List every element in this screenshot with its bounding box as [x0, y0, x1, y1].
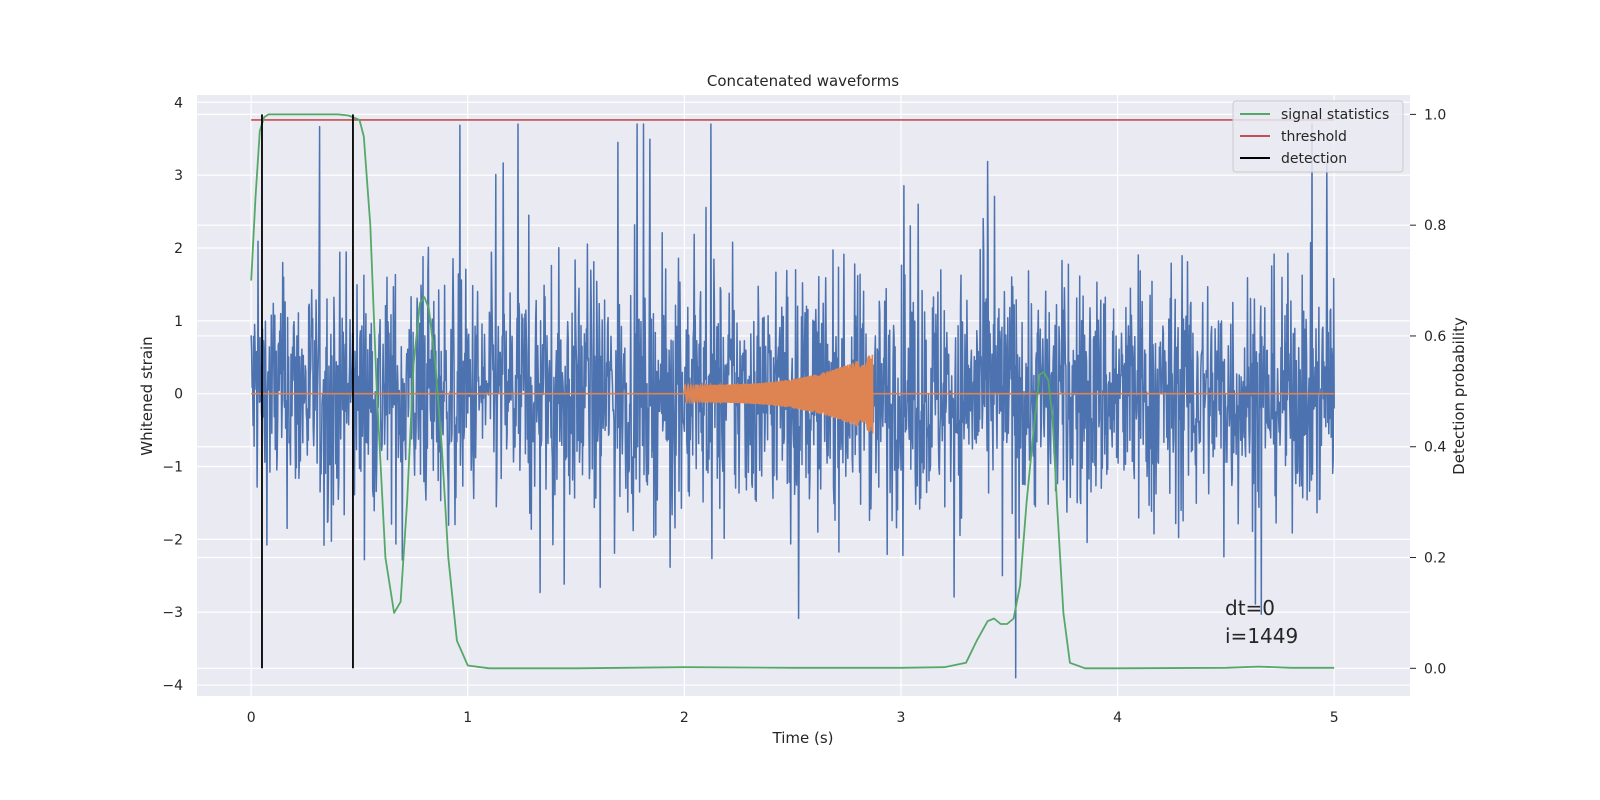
x-tick-label: 2	[680, 710, 689, 726]
annotation-index: i=1449	[1225, 624, 1298, 648]
series-signal-statistics	[250, 113, 1335, 670]
y-tick-label: −2	[162, 532, 183, 548]
chart-title: Concatenated waveforms	[707, 72, 899, 90]
y2-axis-label: Detection probability	[1450, 317, 1468, 475]
x-tick-label: 5	[1330, 710, 1339, 726]
y2-tick-label: 0.0	[1424, 661, 1446, 677]
y2-tick-label: 1.0	[1424, 107, 1446, 123]
y-tick-label: 4	[174, 95, 183, 111]
y-tick-label: −1	[162, 460, 183, 476]
x-tick-label: 3	[897, 710, 906, 726]
y-tick-label: 2	[174, 241, 183, 257]
y2-tick-label: 0.2	[1424, 551, 1446, 567]
y-axis-right: 0.0 0.2 0.4 0.6 0.8 1.0	[1410, 107, 1446, 677]
y-axis-left: −4 −3 −2 −1 0 1 2 3 4	[162, 95, 183, 694]
series-injected-chirp	[251, 354, 1335, 434]
series-layer	[250, 113, 1335, 679]
y-tick-label: −4	[162, 678, 183, 694]
y2-tick-label: 0.8	[1424, 218, 1446, 234]
y-tick-label: 3	[174, 168, 183, 184]
legend-label-detection: detection	[1281, 151, 1347, 167]
legend-label-signal-statistics: signal statistics	[1281, 107, 1389, 123]
x-tick-label: 0	[247, 710, 256, 726]
series-whitened-strain	[250, 123, 1335, 679]
y2-tick-label: 0.4	[1424, 440, 1446, 456]
x-axis: 0 1 2 3 4 5	[247, 710, 1339, 726]
annotation-dt: dt=0	[1225, 596, 1275, 620]
y-axis-label: Whitened strain	[138, 336, 156, 455]
y-tick-label: 0	[174, 387, 183, 403]
y-tick-label: 1	[174, 314, 183, 330]
x-axis-label: Time (s)	[772, 729, 834, 747]
y-tick-label: −3	[162, 605, 183, 621]
x-tick-label: 1	[463, 710, 472, 726]
legend-box	[1232, 100, 1404, 173]
y2-tick-label: 0.6	[1424, 329, 1446, 345]
legend: signal statistics threshold detection	[1232, 100, 1404, 173]
x-tick-label: 4	[1113, 710, 1122, 726]
legend-label-threshold: threshold	[1281, 129, 1347, 145]
